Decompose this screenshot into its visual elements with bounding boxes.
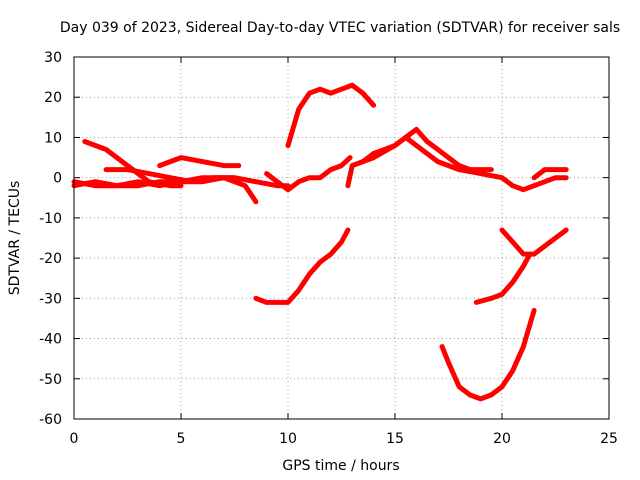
y-tick-label: -10 xyxy=(39,211,62,227)
y-tick-label: 30 xyxy=(44,50,62,66)
x-tick-label: 15 xyxy=(386,431,404,447)
series-line-12 xyxy=(499,227,569,257)
chart-title: Day 039 of 2023, Sidereal Day-to-day VTE… xyxy=(60,20,620,36)
series-line-8 xyxy=(253,227,351,305)
y-tick-label: 0 xyxy=(53,171,62,187)
series-group xyxy=(71,82,569,402)
y-tick-label: 20 xyxy=(44,90,62,106)
series-line-4 xyxy=(103,167,237,185)
x-tick-label: 0 xyxy=(70,431,79,447)
y-axis-label: SDTVAR / TECUs xyxy=(7,181,23,296)
series-line-5 xyxy=(157,155,242,169)
series-line-2 xyxy=(71,175,259,205)
x-tick-label: 25 xyxy=(600,431,618,447)
series-line-13 xyxy=(473,251,533,305)
x-tick-label: 20 xyxy=(493,431,511,447)
y-tick-label: -30 xyxy=(39,291,62,307)
y-tick-label: -40 xyxy=(39,332,62,348)
grid xyxy=(74,57,609,419)
series-line-7 xyxy=(285,82,377,148)
y-tick-label: -20 xyxy=(39,251,62,267)
x-tick-label: 10 xyxy=(279,431,297,447)
plot-frame xyxy=(73,56,610,420)
series-line-11 xyxy=(531,167,569,181)
series-line-14 xyxy=(439,307,537,402)
x-tick-label: 5 xyxy=(177,431,186,447)
series-line-10 xyxy=(360,134,569,193)
y-tick-label: -50 xyxy=(39,372,62,388)
ticks: 0 5 10 15 20 25 30 20 10 0 -10 -20 -30 -40 -50 -60 xyxy=(39,50,618,447)
y-tick-label: 10 xyxy=(44,130,62,146)
x-axis-label: GPS time / hours xyxy=(282,458,399,474)
y-tick-label: -60 xyxy=(39,412,62,428)
series-line-6 xyxy=(264,155,353,193)
